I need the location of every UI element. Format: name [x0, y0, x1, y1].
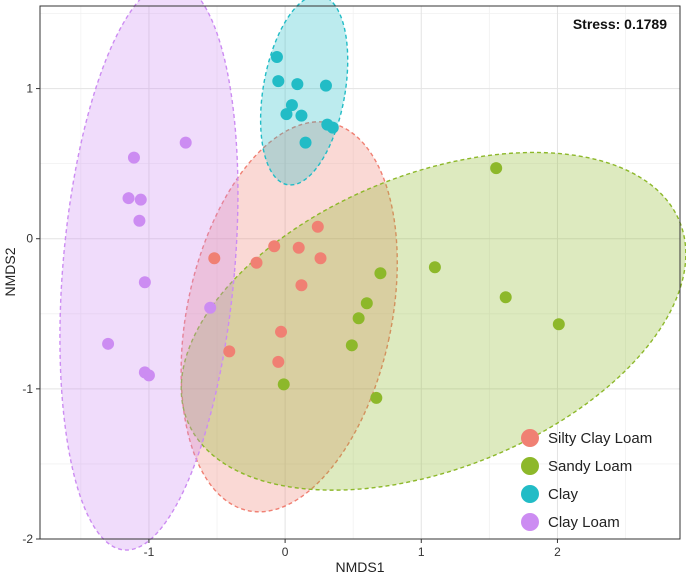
legend-label-sandy-loam: Sandy Loam [548, 458, 632, 475]
point-clay-loam [142, 369, 155, 382]
point-sandy-loam [352, 312, 365, 325]
point-sandy-loam [360, 297, 373, 310]
point-sandy-loam [374, 267, 387, 280]
legend-label-clay: Clay [548, 486, 579, 503]
point-silty-clay-loam [223, 345, 236, 358]
point-sandy-loam [490, 162, 503, 175]
point-sandy-loam [277, 378, 290, 391]
point-sandy-loam [370, 391, 383, 404]
point-clay [270, 51, 283, 64]
point-clay-loam [122, 192, 135, 205]
point-silty-clay-loam [292, 241, 305, 254]
point-clay-loam [204, 301, 217, 314]
legend-swatch-sandy-loam [521, 457, 539, 475]
point-clay [299, 136, 312, 149]
plot-panel [39, 5, 681, 540]
point-clay-loam [138, 276, 151, 289]
x-tick-label: 0 [282, 545, 289, 559]
y-tick-label: 0 [26, 232, 33, 246]
point-clay [285, 99, 298, 112]
y-axis-title: NMDS2 [2, 247, 18, 296]
point-sandy-loam [345, 339, 358, 352]
point-clay [291, 78, 304, 91]
plot-border [39, 5, 681, 540]
point-silty-clay-loam [250, 256, 263, 269]
stress-annotation: Stress: 0.1789 [573, 16, 667, 32]
point-clay-loam [127, 151, 140, 164]
point-silty-clay-loam [272, 355, 285, 368]
point-clay-loam [133, 214, 146, 227]
point-silty-clay-loam [295, 279, 308, 292]
y-axis-ticks: -2 -1 0 1 [22, 82, 40, 546]
confidence-ellipses [59, 0, 686, 551]
legend-swatch-clay [521, 485, 539, 503]
x-axis-ticks: -1 0 1 2 [144, 539, 561, 559]
legend-label-clay-loam: Clay Loam [548, 514, 620, 531]
point-silty-clay-loam [208, 252, 221, 265]
point-clay [326, 121, 339, 134]
ellipse-silty-clay-loam [180, 121, 398, 513]
point-clay-loam [134, 193, 147, 206]
point-sandy-loam [552, 318, 565, 331]
ellipse-clay-loam [59, 0, 239, 551]
point-clay [280, 108, 293, 121]
grid-minor [40, 6, 680, 539]
legend-label-silty-clay-loam: Silty Clay Loam [548, 430, 652, 447]
ellipse-clay [259, 0, 349, 186]
y-tick-label: -2 [22, 532, 33, 546]
y-tick-label: 1 [26, 82, 33, 96]
x-tick-label: 2 [554, 545, 561, 559]
point-silty-clay-loam [311, 220, 324, 233]
point-clay [319, 79, 332, 92]
point-silty-clay-loam [275, 325, 288, 338]
point-silty-clay-loam [314, 252, 327, 265]
legend-swatch-silty-clay-loam [521, 429, 539, 447]
x-axis-title: NMDS1 [335, 559, 384, 575]
legend: Silty Clay Loam Sandy Loam Clay Clay Loam [521, 429, 652, 531]
point-silty-clay-loam [268, 240, 281, 253]
point-sandy-loam [428, 261, 441, 274]
point-sandy-loam [499, 291, 512, 304]
point-clay-loam [179, 136, 192, 149]
point-clay [295, 109, 308, 122]
x-tick-label: 1 [418, 545, 425, 559]
x-tick-label: -1 [144, 545, 155, 559]
data-points [102, 51, 565, 404]
point-clay-loam [102, 337, 115, 350]
legend-swatch-clay-loam [521, 513, 539, 531]
y-tick-label: -1 [22, 382, 33, 396]
point-clay [272, 75, 285, 88]
